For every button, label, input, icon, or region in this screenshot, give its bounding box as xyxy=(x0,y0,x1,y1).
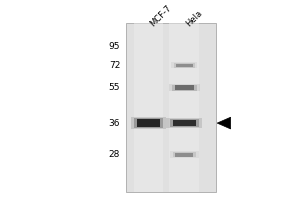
Bar xyxy=(176,153,193,157)
Bar xyxy=(169,84,200,91)
Bar xyxy=(170,119,199,127)
Bar xyxy=(174,63,195,68)
Bar xyxy=(169,23,199,192)
Text: 28: 28 xyxy=(109,150,120,159)
Bar xyxy=(172,85,197,91)
Text: 72: 72 xyxy=(109,61,120,70)
Text: 95: 95 xyxy=(109,42,120,51)
Bar xyxy=(137,119,160,127)
Bar xyxy=(134,118,163,128)
Bar xyxy=(176,64,193,67)
Bar xyxy=(175,85,194,90)
Bar xyxy=(126,23,216,192)
Bar xyxy=(130,117,166,129)
Bar xyxy=(173,120,196,126)
Text: Hela: Hela xyxy=(184,8,204,28)
Bar xyxy=(167,118,202,128)
Bar xyxy=(170,151,199,158)
Bar xyxy=(173,152,196,157)
Text: 36: 36 xyxy=(109,119,120,128)
Text: 55: 55 xyxy=(109,83,120,92)
Polygon shape xyxy=(217,117,231,129)
Text: MCF-7: MCF-7 xyxy=(148,3,173,28)
Bar xyxy=(134,23,164,192)
Bar xyxy=(171,62,197,68)
